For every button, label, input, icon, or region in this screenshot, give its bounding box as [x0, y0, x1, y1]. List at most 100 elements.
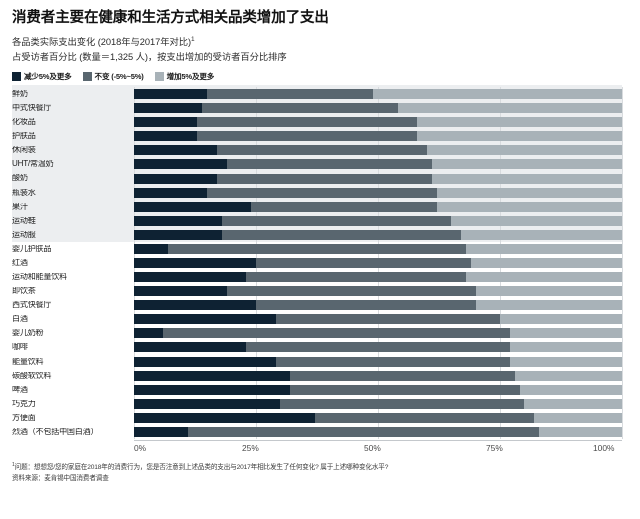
subtitle-footnote-marker: 1 — [191, 36, 195, 44]
bar-row[interactable]: 咖啡 — [12, 340, 622, 354]
bar-segment-flat — [246, 272, 466, 283]
bar-segment-flat — [216, 173, 432, 184]
bar-row[interactable]: 烈酒（不包括中国白酒） — [12, 425, 622, 439]
bar-track — [134, 314, 622, 325]
bar-segment-increase — [436, 201, 622, 212]
bar-row[interactable]: 鲜奶 — [12, 87, 622, 101]
bar-row[interactable]: 婴儿护肤品 — [12, 242, 622, 256]
bar-track — [134, 117, 622, 128]
bar-segment-decrease — [134, 328, 164, 339]
bar-row[interactable]: 能量饮料 — [12, 355, 622, 369]
bar-row-label: 方便面 — [12, 413, 36, 422]
bar-row[interactable]: 果汁 — [12, 200, 622, 214]
bar-row[interactable]: UHT/常温奶 — [12, 157, 622, 171]
bar-segment-flat — [216, 145, 427, 156]
bar-segment-decrease — [134, 131, 198, 142]
bar-row[interactable]: 休闲装 — [12, 143, 622, 157]
bar-row-label: 休闲装 — [12, 146, 36, 155]
bar-track — [134, 187, 622, 198]
bar-segment-flat — [275, 356, 510, 367]
footnote-source: 资料来源：麦肯锡中国消费者调查 — [12, 475, 109, 483]
bar-segment-increase — [519, 384, 622, 395]
x-axis: 0% 25% 50% 75% 100% — [12, 440, 622, 456]
bar-track — [134, 258, 622, 268]
chart-header: 消费者主要在健康和生活方式相关品类增加了支出 各品类实际支出变化 (2018年与… — [0, 0, 640, 64]
bar-row-label: 酸奶 — [12, 174, 28, 183]
bar-row-label: 咖啡 — [12, 343, 28, 352]
footnote-question: 1问题：想想您/您的家庭在2018年的消费行为，您是否注意到上述品类的支出与20… — [12, 461, 628, 473]
bar-segment-flat — [221, 229, 461, 240]
bar-row-label: 啤酒 — [12, 385, 28, 394]
bar-row[interactable]: 运动和能量饮料 — [12, 270, 622, 284]
bar-segment-increase — [499, 314, 622, 325]
bar-row-label: 白酒 — [12, 315, 28, 324]
bar-row[interactable]: 啤酒 — [12, 383, 622, 397]
bar-segment-increase — [460, 229, 622, 240]
bar-row[interactable]: 碳酸软饮料 — [12, 369, 622, 383]
bar-track — [134, 215, 622, 226]
bar-row-label: 碳酸软饮料 — [12, 371, 52, 380]
bar-segment-flat — [256, 258, 471, 268]
legend-item-flat[interactable]: 不变 (-5%~5%) — [82, 71, 144, 82]
bar-segment-increase — [534, 412, 622, 423]
bar-segment-flat — [251, 201, 437, 212]
bar-track — [134, 426, 622, 437]
bar-segment-decrease — [134, 384, 291, 395]
bar-row[interactable]: 中式快餐厅 — [12, 101, 622, 115]
bar-row[interactable]: 瓶装水 — [12, 186, 622, 200]
legend-label-increase: 增加5%及更多 — [166, 72, 215, 82]
bar-segment-increase — [397, 103, 622, 114]
bar-row-label: 中式快餐厅 — [12, 104, 52, 113]
bar-track — [134, 201, 622, 212]
subtitle-line-1: 各品类实际支出变化 (2018年与2017年对比)1 — [12, 35, 628, 50]
bar-segment-flat — [314, 412, 535, 423]
bar-row[interactable]: 方便面 — [12, 411, 622, 425]
bar-row[interactable]: 婴儿奶粉 — [12, 326, 622, 340]
bar-track — [134, 272, 622, 283]
bar-segment-increase — [373, 89, 622, 100]
bar-row[interactable]: 酸奶 — [12, 172, 622, 186]
axis-tick-label: 25% — [242, 443, 259, 454]
bar-row[interactable]: 红酒 — [12, 256, 622, 270]
bar-row[interactable]: 化妆品 — [12, 115, 622, 129]
bar-segment-flat — [226, 159, 432, 170]
bar-segment-increase — [451, 215, 622, 226]
bar-row[interactable]: 即饮茶 — [12, 284, 622, 298]
bar-segment-flat — [197, 117, 418, 128]
bar-track — [134, 300, 622, 311]
bar-row[interactable]: 护肤品 — [12, 129, 622, 143]
legend-item-decrease[interactable]: 减少5%及更多 — [12, 71, 72, 82]
bar-segment-flat — [163, 328, 510, 339]
legend-swatch-icon-decrease — [12, 72, 21, 82]
bar-row[interactable]: 运动服 — [12, 228, 622, 242]
bar-row-label: 巧克力 — [12, 399, 36, 408]
legend-item-increase[interactable]: 增加5%及更多 — [154, 71, 215, 82]
bar-row-label: 即饮茶 — [12, 287, 36, 296]
bar-row[interactable]: 运动鞋 — [12, 214, 622, 228]
axis-tick-label: 0% — [134, 443, 147, 454]
bar-segment-decrease — [134, 117, 198, 128]
subtitle-line-1-text: 各品类实际支出变化 (2018年与2017年对比) — [12, 37, 192, 48]
bar-segment-increase — [426, 145, 622, 156]
bar-segment-decrease — [134, 300, 256, 311]
bar-row-label: 烈酒（不包括中国白酒） — [12, 427, 99, 436]
bar-row[interactable]: 巧克力 — [12, 397, 622, 411]
bar-segment-decrease — [134, 159, 227, 170]
bar-row[interactable]: 西式快餐厅 — [12, 298, 622, 312]
bar-row-label: 果汁 — [12, 202, 28, 211]
bar-segment-decrease — [134, 145, 217, 156]
bar-segment-flat — [197, 131, 418, 142]
bar-segment-decrease — [134, 314, 276, 325]
bar-segment-increase — [470, 258, 622, 268]
bar-segment-decrease — [134, 173, 217, 184]
bar-track — [134, 328, 622, 339]
chart-footnotes: 1问题：想想您/您的家庭在2018年的消费行为，您是否注意到上述品类的支出与20… — [0, 456, 640, 485]
page-title: 消费者主要在健康和生活方式相关品类增加了支出 — [12, 10, 329, 26]
bar-segment-flat — [275, 314, 500, 325]
legend-swatch-icon-flat — [82, 72, 92, 82]
bar-track — [134, 159, 622, 170]
bar-row[interactable]: 白酒 — [12, 312, 622, 326]
footnote-question-text: 问题：想想您/您的家庭在2018年的消费行为，您是否注意到上述品类的支出与201… — [14, 464, 389, 472]
bar-segment-decrease — [134, 398, 281, 409]
bar-track — [134, 229, 622, 240]
